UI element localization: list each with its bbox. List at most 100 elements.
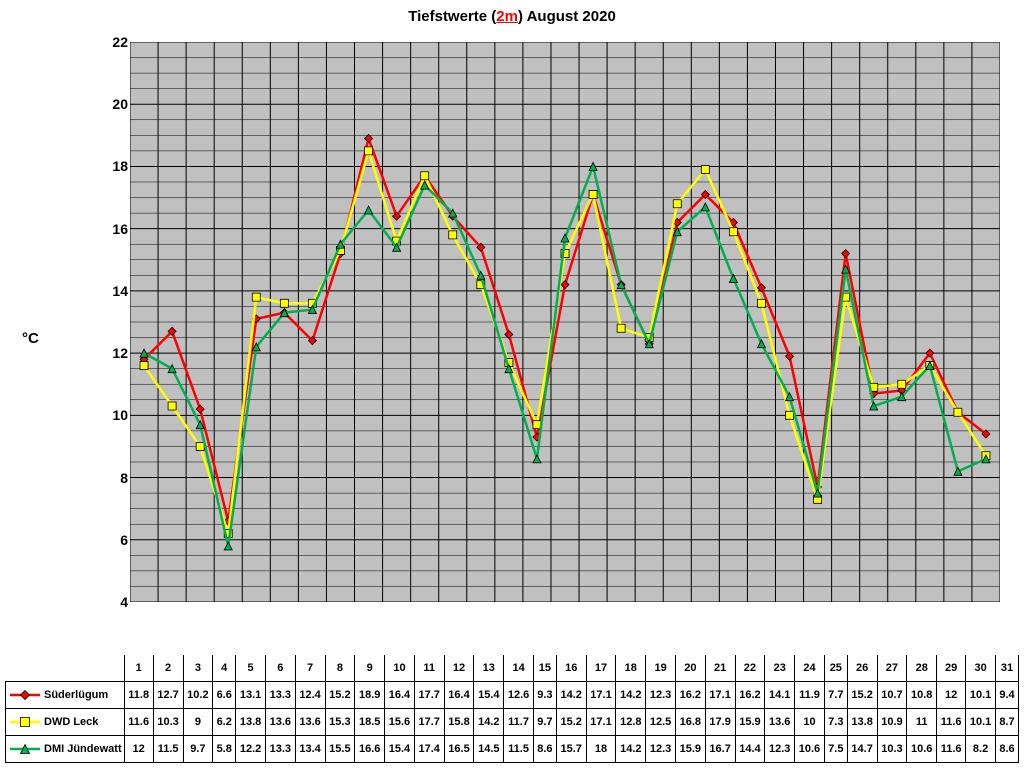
x-category-label: 9: [355, 655, 385, 682]
data-cell: 16.8: [675, 709, 705, 736]
data-cell: 17.9: [705, 709, 735, 736]
data-cell: 8.2: [966, 736, 996, 763]
x-category-label: 8: [325, 655, 355, 682]
data-cell: 12.4: [295, 682, 325, 709]
data-cell: 17.4: [414, 736, 444, 763]
chart-title: Tiefstwerte (2m) August 2020: [0, 0, 1024, 25]
data-cell: 16.6: [355, 736, 385, 763]
data-cell: 13.3: [265, 736, 295, 763]
data-cell: 14.2: [474, 709, 504, 736]
data-cell: 13.8: [847, 709, 877, 736]
data-cell: 11.6: [124, 709, 153, 736]
data-cell: 15.4: [474, 682, 504, 709]
data-cell: 8.6: [995, 736, 1018, 763]
data-cell: 12.6: [504, 682, 534, 709]
data-cell: 12: [937, 682, 966, 709]
x-category-label: 7: [295, 655, 325, 682]
data-cell: 9.3: [533, 682, 556, 709]
x-category-label: 26: [847, 655, 877, 682]
data-cell: 7.5: [824, 736, 847, 763]
data-cell: 14.4: [735, 736, 765, 763]
data-cell: 16.2: [735, 682, 765, 709]
x-category-label: 27: [877, 655, 907, 682]
data-cell: 15.9: [735, 709, 765, 736]
y-tick-label: 8: [100, 470, 128, 486]
series-legend: DWD Leck: [6, 709, 125, 736]
data-cell: 10.1: [966, 682, 996, 709]
x-category-label: 10: [385, 655, 415, 682]
x-category-label: 30: [966, 655, 996, 682]
data-cell: 15.3: [325, 709, 355, 736]
data-cell: 10: [795, 709, 825, 736]
x-category-label: 4: [213, 655, 236, 682]
x-category-label: 18: [616, 655, 646, 682]
data-cell: 17.1: [705, 682, 735, 709]
data-cell: 12.7: [153, 682, 183, 709]
x-category-label: 5: [236, 655, 266, 682]
data-cell: 12.5: [646, 709, 676, 736]
x-category-label: 25: [824, 655, 847, 682]
data-cell: 11.8: [124, 682, 153, 709]
data-cell: 15.2: [325, 682, 355, 709]
data-cell: 10.2: [183, 682, 213, 709]
data-cell: 8.7: [995, 709, 1018, 736]
x-category-label: 20: [675, 655, 705, 682]
table-row: Süderlügum11.812.710.26.613.113.312.415.…: [6, 682, 1019, 709]
data-cell: 15.9: [675, 736, 705, 763]
data-cell: 5.8: [213, 736, 236, 763]
data-cell: 10.6: [795, 736, 825, 763]
data-cell: 10.6: [907, 736, 937, 763]
table-row: DWD Leck11.610.396.213.813.613.615.318.5…: [6, 709, 1019, 736]
data-cell: 9.7: [533, 709, 556, 736]
data-cell: 17.1: [586, 709, 616, 736]
data-cell: 18.9: [355, 682, 385, 709]
data-cell: 11.5: [504, 736, 534, 763]
data-cell: 6.6: [213, 682, 236, 709]
data-cell: 14.7: [847, 736, 877, 763]
x-category-label: 12: [444, 655, 474, 682]
x-category-label: 19: [646, 655, 676, 682]
data-cell: 9.7: [183, 736, 213, 763]
y-tick-label: 10: [100, 407, 128, 423]
y-tick-label: 14: [100, 283, 128, 299]
data-cell: 10.7: [877, 682, 907, 709]
data-cell: 14.2: [616, 682, 646, 709]
x-category-label: 1: [124, 655, 153, 682]
data-cell: 8.6: [533, 736, 556, 763]
data-cell: 10.3: [877, 736, 907, 763]
data-cell: 12.3: [646, 682, 676, 709]
data-cell: 13.6: [265, 709, 295, 736]
y-tick-label: 16: [100, 221, 128, 237]
data-cell: 13.1: [236, 682, 266, 709]
plot-area: [130, 42, 1000, 602]
x-category-label: 13: [474, 655, 504, 682]
table-row: DMI Jündewatt1211.59.75.812.213.313.415.…: [6, 736, 1019, 763]
data-cell: 13.3: [265, 682, 295, 709]
data-cell: 14.2: [556, 682, 586, 709]
data-cell: 9.4: [995, 682, 1018, 709]
data-cell: 11.7: [504, 709, 534, 736]
data-cell: 18.5: [355, 709, 385, 736]
x-category-label: 14: [504, 655, 534, 682]
data-cell: 11.6: [937, 709, 966, 736]
data-cell: 12.3: [646, 736, 676, 763]
series-legend: DMI Jündewatt: [6, 736, 125, 763]
y-tick-label: 22: [100, 34, 128, 50]
y-tick-label: 20: [100, 96, 128, 112]
y-ticks: 46810121416182022: [100, 42, 128, 602]
data-cell: 14.2: [616, 736, 646, 763]
x-category-label: 16: [556, 655, 586, 682]
data-cell: 13.4: [295, 736, 325, 763]
x-category-label: 28: [907, 655, 937, 682]
data-cell: 14.1: [765, 682, 795, 709]
data-cell: 13.8: [236, 709, 266, 736]
y-tick-label: 4: [100, 594, 128, 610]
data-cell: 10.3: [153, 709, 183, 736]
data-cell: 6.2: [213, 709, 236, 736]
data-cell: 10.1: [966, 709, 996, 736]
data-cell: 15.5: [325, 736, 355, 763]
series-legend: Süderlügum: [6, 682, 125, 709]
data-cell: 16.4: [444, 682, 474, 709]
x-category-label: 11: [414, 655, 444, 682]
x-category-label: 24: [795, 655, 825, 682]
